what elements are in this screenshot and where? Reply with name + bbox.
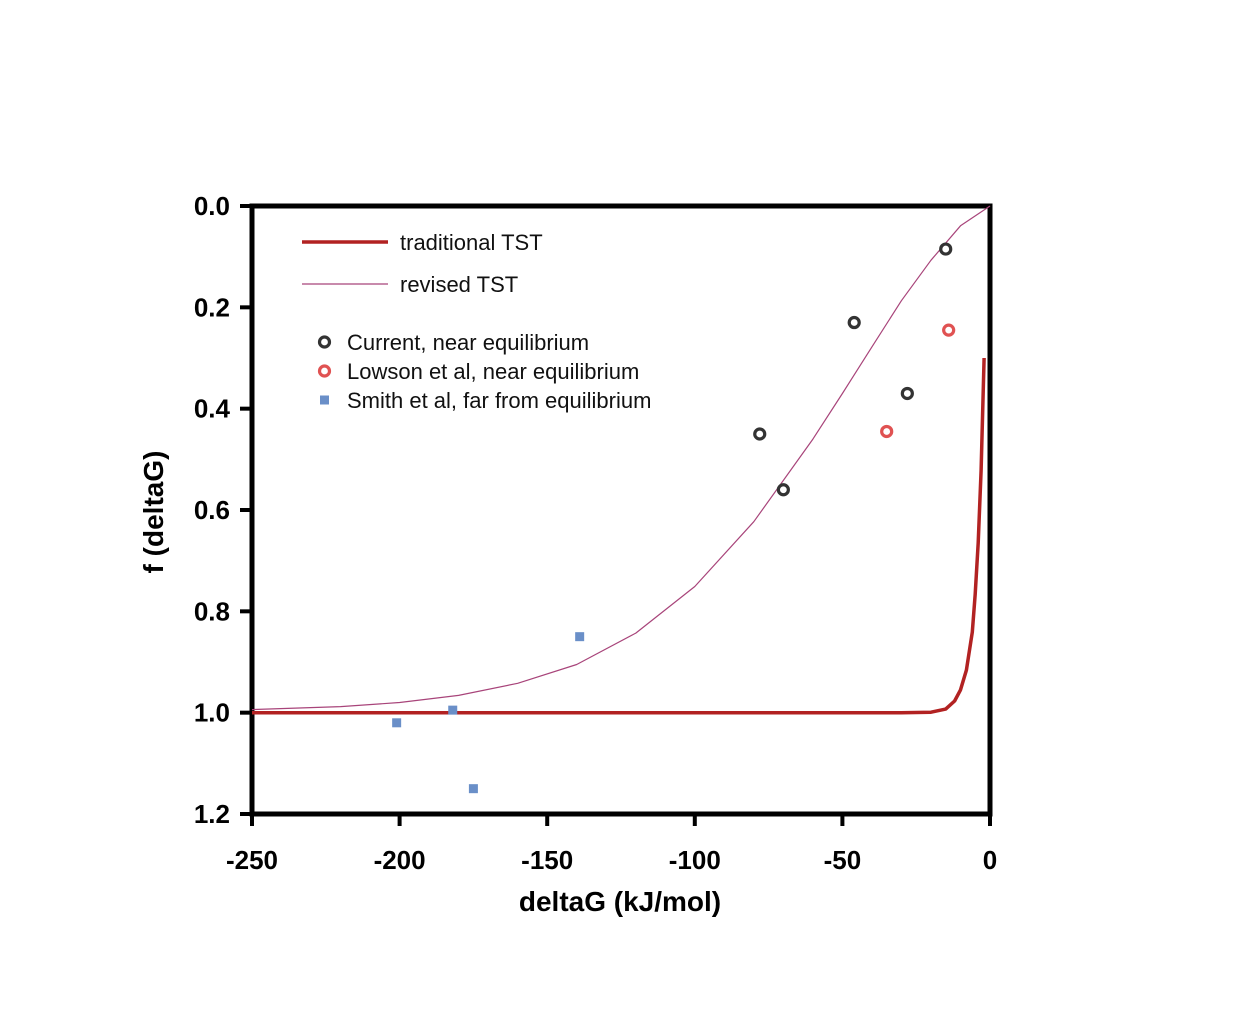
x-tick-label: -50 — [824, 845, 862, 875]
legend-circle-swatch — [317, 364, 332, 378]
legend-label: Smith et al, far from equilibrium — [347, 388, 651, 413]
data-point-circle — [776, 483, 790, 497]
series-layer — [251, 205, 991, 794]
legend: traditional TST revised TST Current, near … — [302, 230, 651, 413]
y-tick-label: 0.2 — [194, 292, 230, 322]
y-tick-label: 1.0 — [194, 698, 230, 728]
x-axis-title: deltaG (kJ/mol) — [519, 886, 721, 917]
legend-square-swatch — [320, 395, 329, 405]
legend-label: revised TST — [400, 272, 518, 297]
legend-circle-swatch — [317, 335, 332, 349]
series-line-1 — [251, 205, 991, 711]
data-point-circle — [942, 323, 956, 337]
data-point-square — [468, 784, 478, 794]
x-tick-label: 0 — [983, 845, 997, 875]
data-point-square — [448, 705, 458, 715]
y-tick-label: 0.8 — [194, 596, 230, 626]
data-point-square — [392, 718, 402, 728]
y-tick-label: 0.4 — [194, 394, 231, 424]
data-point-square — [575, 632, 585, 642]
legend-label: Lowson et al, near equilibrium — [347, 359, 639, 384]
x-tick-label: -100 — [669, 845, 721, 875]
data-point-circle — [847, 315, 861, 330]
data-point-circle — [900, 386, 914, 401]
y-axis-title: f (deltaG) — [138, 451, 169, 574]
series-line-0 — [252, 357, 986, 715]
data-point-circle — [880, 424, 894, 439]
x-tick-label: -200 — [374, 845, 426, 875]
data-point-circle — [939, 242, 953, 256]
y-tick-label: 1.2 — [194, 799, 230, 829]
x-tick-label: -250 — [226, 845, 278, 875]
y-tick-label: 0.0 — [194, 191, 230, 221]
data-point-circle — [753, 427, 767, 441]
axes-layer: -250 -200 -150 -100 -50 0 0.0 0.2 0.4 0.6 0.8 1.0 1.… — [194, 191, 997, 875]
legend-label: traditional TST — [400, 230, 543, 255]
legend-label: Current, near equilibrium — [347, 330, 589, 355]
plot-frame — [249, 203, 993, 817]
y-tick-label: 0.6 — [194, 495, 230, 525]
plot-area — [249, 203, 993, 817]
x-tick-label: -150 — [521, 845, 573, 875]
